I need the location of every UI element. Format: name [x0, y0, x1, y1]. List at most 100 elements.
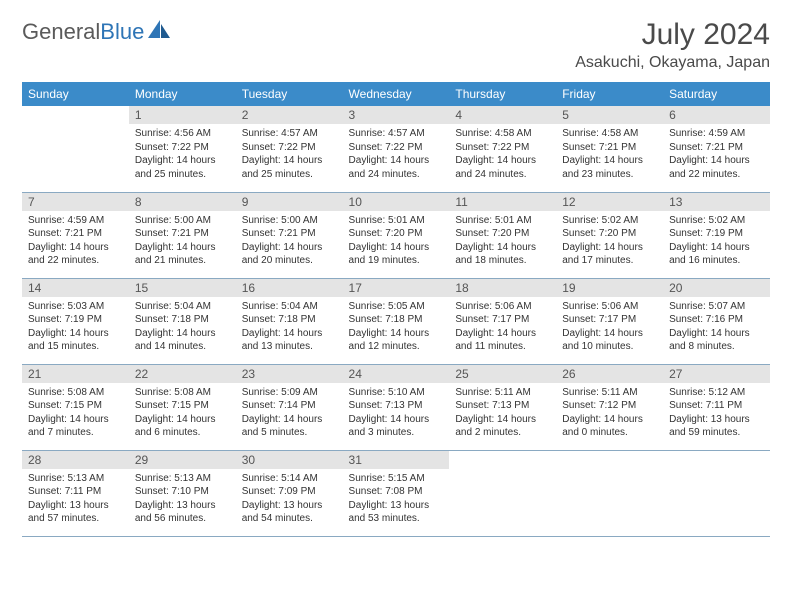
day-number: [449, 451, 556, 469]
day-number: 1: [129, 106, 236, 124]
day-number: 7: [22, 193, 129, 211]
weekday-header: Thursday: [449, 82, 556, 106]
day-number: 24: [343, 365, 450, 383]
day-number: 12: [556, 193, 663, 211]
calendar-row: 28Sunrise: 5:13 AMSunset: 7:11 PMDayligh…: [22, 450, 770, 536]
weekday-row: SundayMondayTuesdayWednesdayThursdayFrid…: [22, 82, 770, 106]
day-number: 8: [129, 193, 236, 211]
day-info: Sunrise: 5:05 AMSunset: 7:18 PMDaylight:…: [343, 297, 450, 358]
day-number: 2: [236, 106, 343, 124]
day-number: 21: [22, 365, 129, 383]
logo-text: GeneralBlue: [22, 19, 144, 45]
day-number: 16: [236, 279, 343, 297]
day-info: Sunrise: 4:58 AMSunset: 7:21 PMDaylight:…: [556, 124, 663, 185]
calendar-cell: [556, 450, 663, 536]
sail-icon: [146, 18, 172, 45]
day-number: 25: [449, 365, 556, 383]
calendar-cell: 25Sunrise: 5:11 AMSunset: 7:13 PMDayligh…: [449, 364, 556, 450]
calendar-cell: 21Sunrise: 5:08 AMSunset: 7:15 PMDayligh…: [22, 364, 129, 450]
calendar-cell: 7Sunrise: 4:59 AMSunset: 7:21 PMDaylight…: [22, 192, 129, 278]
day-info: Sunrise: 5:01 AMSunset: 7:20 PMDaylight:…: [449, 211, 556, 272]
day-info: Sunrise: 4:57 AMSunset: 7:22 PMDaylight:…: [236, 124, 343, 185]
calendar-cell: 8Sunrise: 5:00 AMSunset: 7:21 PMDaylight…: [129, 192, 236, 278]
day-info: Sunrise: 5:14 AMSunset: 7:09 PMDaylight:…: [236, 469, 343, 530]
calendar-cell: 30Sunrise: 5:14 AMSunset: 7:09 PMDayligh…: [236, 450, 343, 536]
day-number: [663, 451, 770, 469]
calendar-body: 1Sunrise: 4:56 AMSunset: 7:22 PMDaylight…: [22, 106, 770, 536]
day-number: 9: [236, 193, 343, 211]
day-number: 10: [343, 193, 450, 211]
day-info: Sunrise: 5:04 AMSunset: 7:18 PMDaylight:…: [129, 297, 236, 358]
day-number: 26: [556, 365, 663, 383]
day-info: Sunrise: 5:12 AMSunset: 7:11 PMDaylight:…: [663, 383, 770, 444]
day-info: Sunrise: 5:00 AMSunset: 7:21 PMDaylight:…: [129, 211, 236, 272]
day-number: 27: [663, 365, 770, 383]
calendar-cell: 2Sunrise: 4:57 AMSunset: 7:22 PMDaylight…: [236, 106, 343, 192]
day-number: 6: [663, 106, 770, 124]
calendar-cell: 4Sunrise: 4:58 AMSunset: 7:22 PMDaylight…: [449, 106, 556, 192]
weekday-header: Friday: [556, 82, 663, 106]
day-info: Sunrise: 5:00 AMSunset: 7:21 PMDaylight:…: [236, 211, 343, 272]
logo-part1: General: [22, 19, 100, 44]
day-info: Sunrise: 4:59 AMSunset: 7:21 PMDaylight:…: [22, 211, 129, 272]
day-number: 11: [449, 193, 556, 211]
calendar-cell: 12Sunrise: 5:02 AMSunset: 7:20 PMDayligh…: [556, 192, 663, 278]
calendar-row: 21Sunrise: 5:08 AMSunset: 7:15 PMDayligh…: [22, 364, 770, 450]
calendar-cell: 5Sunrise: 4:58 AMSunset: 7:21 PMDaylight…: [556, 106, 663, 192]
calendar-cell: 17Sunrise: 5:05 AMSunset: 7:18 PMDayligh…: [343, 278, 450, 364]
logo-part2: Blue: [100, 19, 144, 44]
calendar-cell: 29Sunrise: 5:13 AMSunset: 7:10 PMDayligh…: [129, 450, 236, 536]
day-info: Sunrise: 5:02 AMSunset: 7:19 PMDaylight:…: [663, 211, 770, 272]
day-info: Sunrise: 5:01 AMSunset: 7:20 PMDaylight:…: [343, 211, 450, 272]
calendar-cell: 19Sunrise: 5:06 AMSunset: 7:17 PMDayligh…: [556, 278, 663, 364]
day-info: Sunrise: 4:58 AMSunset: 7:22 PMDaylight:…: [449, 124, 556, 185]
day-number: 5: [556, 106, 663, 124]
day-info: Sunrise: 5:13 AMSunset: 7:11 PMDaylight:…: [22, 469, 129, 530]
calendar-row: 1Sunrise: 4:56 AMSunset: 7:22 PMDaylight…: [22, 106, 770, 192]
calendar-row: 7Sunrise: 4:59 AMSunset: 7:21 PMDaylight…: [22, 192, 770, 278]
logo: GeneralBlue: [22, 18, 172, 45]
header: GeneralBlue July 2024 Asakuchi, Okayama,…: [22, 18, 770, 72]
day-info: Sunrise: 5:08 AMSunset: 7:15 PMDaylight:…: [22, 383, 129, 444]
day-number: 17: [343, 279, 450, 297]
location: Asakuchi, Okayama, Japan: [575, 54, 770, 72]
day-number: 31: [343, 451, 450, 469]
calendar-cell: 18Sunrise: 5:06 AMSunset: 7:17 PMDayligh…: [449, 278, 556, 364]
day-number: 28: [22, 451, 129, 469]
calendar-cell: 10Sunrise: 5:01 AMSunset: 7:20 PMDayligh…: [343, 192, 450, 278]
calendar-table: SundayMondayTuesdayWednesdayThursdayFrid…: [22, 82, 770, 537]
calendar-row: 14Sunrise: 5:03 AMSunset: 7:19 PMDayligh…: [22, 278, 770, 364]
weekday-header: Wednesday: [343, 82, 450, 106]
day-info: Sunrise: 5:06 AMSunset: 7:17 PMDaylight:…: [556, 297, 663, 358]
weekday-header: Monday: [129, 82, 236, 106]
calendar-cell: 13Sunrise: 5:02 AMSunset: 7:19 PMDayligh…: [663, 192, 770, 278]
day-number: 20: [663, 279, 770, 297]
calendar-cell: 9Sunrise: 5:00 AMSunset: 7:21 PMDaylight…: [236, 192, 343, 278]
day-info: Sunrise: 5:08 AMSunset: 7:15 PMDaylight:…: [129, 383, 236, 444]
day-info: Sunrise: 5:13 AMSunset: 7:10 PMDaylight:…: [129, 469, 236, 530]
calendar-cell: 11Sunrise: 5:01 AMSunset: 7:20 PMDayligh…: [449, 192, 556, 278]
day-number: 19: [556, 279, 663, 297]
day-info: Sunrise: 5:09 AMSunset: 7:14 PMDaylight:…: [236, 383, 343, 444]
calendar-cell: [449, 450, 556, 536]
day-info: Sunrise: 5:10 AMSunset: 7:13 PMDaylight:…: [343, 383, 450, 444]
day-info: Sunrise: 5:11 AMSunset: 7:12 PMDaylight:…: [556, 383, 663, 444]
weekday-header: Sunday: [22, 82, 129, 106]
calendar-cell: 16Sunrise: 5:04 AMSunset: 7:18 PMDayligh…: [236, 278, 343, 364]
calendar-cell: 14Sunrise: 5:03 AMSunset: 7:19 PMDayligh…: [22, 278, 129, 364]
calendar-cell: 31Sunrise: 5:15 AMSunset: 7:08 PMDayligh…: [343, 450, 450, 536]
day-info: Sunrise: 4:56 AMSunset: 7:22 PMDaylight:…: [129, 124, 236, 185]
day-info: Sunrise: 5:02 AMSunset: 7:20 PMDaylight:…: [556, 211, 663, 272]
day-info: Sunrise: 4:59 AMSunset: 7:21 PMDaylight:…: [663, 124, 770, 185]
day-info: Sunrise: 5:06 AMSunset: 7:17 PMDaylight:…: [449, 297, 556, 358]
calendar-cell: 1Sunrise: 4:56 AMSunset: 7:22 PMDaylight…: [129, 106, 236, 192]
day-number: 4: [449, 106, 556, 124]
day-number: 3: [343, 106, 450, 124]
calendar-cell: 27Sunrise: 5:12 AMSunset: 7:11 PMDayligh…: [663, 364, 770, 450]
day-number: 13: [663, 193, 770, 211]
day-number: 15: [129, 279, 236, 297]
calendar-cell: 3Sunrise: 4:57 AMSunset: 7:22 PMDaylight…: [343, 106, 450, 192]
day-number: 29: [129, 451, 236, 469]
day-number: 18: [449, 279, 556, 297]
day-number: 14: [22, 279, 129, 297]
